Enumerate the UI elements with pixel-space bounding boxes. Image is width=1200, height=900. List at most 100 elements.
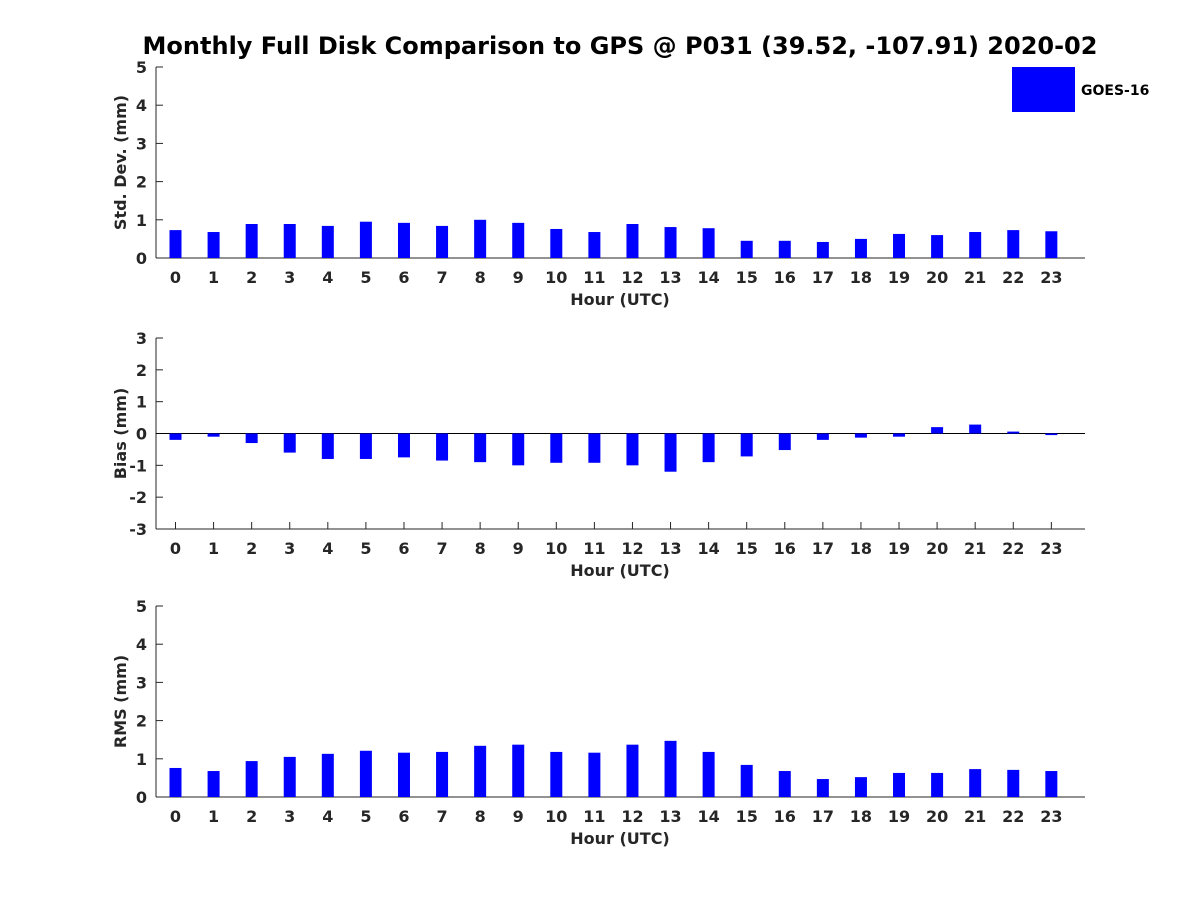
std-dev-x-tick-label: 17 (812, 268, 834, 287)
rms-bar-hour-12 (626, 744, 639, 797)
rms-x-tick-label: 20 (926, 807, 948, 826)
rms-x-tick-label: 11 (583, 807, 605, 826)
std-dev-y-tick-label: 1 (136, 211, 147, 230)
bias-x-tick-label: 0 (170, 539, 181, 558)
std-dev-bar-hour-11 (588, 232, 601, 258)
bias-bar-hour-15 (740, 433, 753, 457)
rms-x-tick-label: 5 (360, 807, 371, 826)
rms-x-tick-label: 3 (284, 807, 295, 826)
std-dev-bar-hour-9 (512, 222, 525, 258)
std-dev-y-tick-label: 2 (136, 173, 147, 192)
rms-x-tick-label: 9 (513, 807, 524, 826)
rms-x-tick-label: 13 (659, 807, 681, 826)
std-dev-bar-hour-16 (778, 240, 791, 258)
bias-bar-hour-9 (512, 433, 525, 466)
rms-x-tick-label: 12 (621, 807, 643, 826)
rms-bar-hour-17 (816, 779, 829, 797)
rms-x-tick-label: 19 (888, 807, 910, 826)
std-dev-bar-hour-12 (626, 224, 639, 258)
bias-bar-hour-1 (207, 433, 220, 437)
bias-x-tick-label: 19 (888, 539, 910, 558)
rms-bar-hour-19 (893, 772, 906, 797)
bias-x-tick-label: 16 (774, 539, 796, 558)
std-dev-bar-hour-2 (245, 224, 258, 258)
rms-x-tick-label: 0 (170, 807, 181, 826)
bias-bar-hour-3 (283, 433, 296, 453)
std-dev-x-tick-label: 23 (1040, 268, 1062, 287)
std-dev-x-tick-label: 3 (284, 268, 295, 287)
rms-x-tick-label: 10 (545, 807, 567, 826)
std-dev-bar-hour-15 (740, 240, 753, 258)
bias-bar-hour-18 (854, 433, 867, 438)
bias-x-tick-label: 3 (284, 539, 295, 558)
rms-bar-hour-20 (931, 772, 944, 797)
bias-x-tick-label: 22 (1002, 539, 1024, 558)
rms-y-tick-label: 3 (136, 673, 147, 692)
bias-bar-hour-22 (1007, 431, 1020, 434)
std-dev-y-tick-label: 5 (136, 58, 147, 77)
rms-x-tick-label: 18 (850, 807, 872, 826)
bias-x-tick-label: 9 (513, 539, 524, 558)
bias-bar-hour-12 (626, 433, 639, 466)
rms-x-tick-label: 6 (398, 807, 409, 826)
std-dev-bar-hour-6 (397, 222, 410, 258)
std-dev-x-tick-label: 20 (926, 268, 948, 287)
std-dev-x-tick-label: 8 (475, 268, 486, 287)
rms-x-tick-label: 16 (774, 807, 796, 826)
bias-bar-hour-21 (969, 424, 982, 434)
bias-x-axis-label: Hour (UTC) (570, 561, 670, 580)
std-dev-x-tick-label: 16 (774, 268, 796, 287)
bias-x-tick-label: 1 (208, 539, 219, 558)
rms-x-tick-label: 14 (697, 807, 719, 826)
std-dev-x-tick-label: 22 (1002, 268, 1024, 287)
bias-y-tick-label: 2 (136, 361, 147, 380)
std-dev-x-axis-label: Hour (UTC) (570, 290, 670, 309)
std-dev-bar-hour-17 (816, 241, 829, 258)
std-dev-x-tick-label: 2 (246, 268, 257, 287)
std-dev-y-tick-label: 3 (136, 134, 147, 153)
bias-x-tick-label: 20 (926, 539, 948, 558)
rms-y-tick-label: 5 (136, 597, 147, 616)
rms-bar-hour-10 (550, 751, 563, 797)
rms-y-tick-label: 0 (136, 788, 147, 807)
rms-x-tick-label: 2 (246, 807, 257, 826)
std-dev-x-tick-label: 19 (888, 268, 910, 287)
bias-x-tick-label: 11 (583, 539, 605, 558)
rms-bar-hour-18 (854, 777, 867, 797)
rms-x-tick-label: 4 (322, 807, 333, 826)
rms-x-tick-label: 23 (1040, 807, 1062, 826)
std-dev-bar-hour-19 (893, 233, 906, 258)
rms-x-tick-label: 22 (1002, 807, 1024, 826)
bias-bar-hour-14 (702, 433, 715, 463)
bias-bar-hour-11 (588, 433, 601, 463)
bias-y-tick-label: 1 (136, 393, 147, 412)
std-dev-x-tick-label: 10 (545, 268, 567, 287)
std-dev-y-tick-label: 0 (136, 249, 147, 268)
std-dev-x-tick-label: 1 (208, 268, 219, 287)
bias-bar-hour-19 (893, 433, 906, 437)
rms-bar-hour-3 (283, 756, 296, 797)
rms-bar-hour-1 (207, 771, 220, 797)
rms-x-tick-label: 15 (736, 807, 758, 826)
rms-x-tick-label: 8 (475, 807, 486, 826)
bias-y-tick-label: 3 (136, 329, 147, 348)
std-dev-x-tick-label: 11 (583, 268, 605, 287)
bias-x-tick-label: 12 (621, 539, 643, 558)
bias-x-tick-label: 14 (697, 539, 719, 558)
rms-bar-hour-13 (664, 740, 677, 797)
rms-bar-hour-6 (397, 752, 410, 797)
bias-x-tick-label: 7 (436, 539, 447, 558)
std-dev-x-tick-label: 14 (697, 268, 719, 287)
std-dev-x-tick-label: 9 (513, 268, 524, 287)
legend-label: GOES-16 (1081, 83, 1149, 99)
rms-y-axis-label: RMS (mm) (111, 655, 130, 748)
std-dev-x-tick-label: 0 (170, 268, 181, 287)
rms-bar-hour-21 (969, 769, 982, 797)
rms-bar-hour-5 (359, 750, 372, 797)
rms-y-tick-label: 4 (136, 635, 147, 654)
rms-bar-hour-23 (1045, 771, 1058, 797)
std-dev-bar-hour-22 (1007, 230, 1020, 258)
